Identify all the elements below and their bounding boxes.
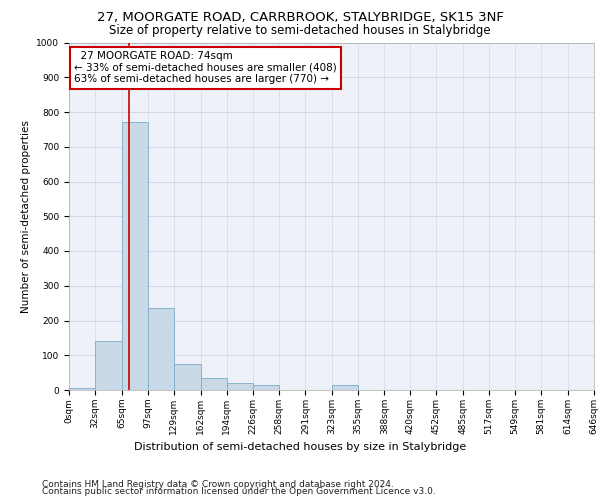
Text: 27 MOORGATE ROAD: 74sqm
← 33% of semi-detached houses are smaller (408)
63% of s: 27 MOORGATE ROAD: 74sqm ← 33% of semi-de…: [74, 51, 337, 84]
Y-axis label: Number of semi-detached properties: Number of semi-detached properties: [21, 120, 31, 312]
Text: Contains public sector information licensed under the Open Government Licence v3: Contains public sector information licen…: [42, 487, 436, 496]
Bar: [122, 122, 148, 390]
Bar: [69, 388, 95, 390]
Bar: [95, 342, 122, 390]
Text: Contains HM Land Registry data © Crown copyright and database right 2024.: Contains HM Land Registry data © Crown c…: [42, 480, 394, 489]
Bar: [200, 378, 227, 390]
Bar: [227, 383, 253, 390]
Bar: [331, 385, 358, 390]
Bar: [148, 308, 174, 390]
Text: Distribution of semi-detached houses by size in Stalybridge: Distribution of semi-detached houses by …: [134, 442, 466, 452]
Bar: [253, 385, 278, 390]
Bar: [174, 364, 200, 390]
Text: 27, MOORGATE ROAD, CARRBROOK, STALYBRIDGE, SK15 3NF: 27, MOORGATE ROAD, CARRBROOK, STALYBRIDG…: [97, 11, 503, 24]
Text: Size of property relative to semi-detached houses in Stalybridge: Size of property relative to semi-detach…: [109, 24, 491, 37]
